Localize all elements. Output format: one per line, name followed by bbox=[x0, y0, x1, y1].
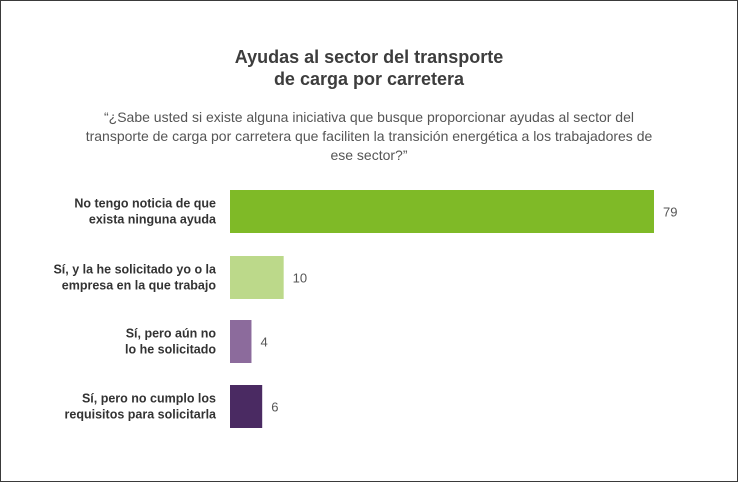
chart-title-line-1: Ayudas al sector del transporte bbox=[234, 47, 504, 67]
bar-4 bbox=[230, 385, 263, 428]
chart-title-line-2: de carga por carretera bbox=[273, 69, 465, 89]
category-label-3-line-1: Sí, pero aún no bbox=[126, 327, 217, 341]
category-label-1-line-2: exista ninguna ayuda bbox=[89, 213, 217, 227]
bar-1 bbox=[230, 190, 654, 233]
category-label-4: Sí, pero no cumplo los requisitos para so… bbox=[65, 392, 217, 422]
bar-value-label-1: 79 bbox=[663, 205, 677, 220]
bar-value-label-4: 6 bbox=[271, 400, 278, 415]
chart-subtitle: “¿Sabe usted si existe alguna iniciativa… bbox=[85, 109, 653, 163]
category-label-1: No tengo noticia de que exista ninguna ay… bbox=[74, 197, 217, 227]
category-label-2-line-2: empresa en la que trabajo bbox=[62, 279, 217, 293]
category-label-3-line-2: lo he solicitado bbox=[125, 343, 216, 357]
bar-3 bbox=[230, 320, 252, 363]
bar-value-label-2: 10 bbox=[293, 271, 307, 286]
bar-value-label-3: 4 bbox=[260, 335, 267, 350]
category-label-4-line-2: requisitos para solicitarla bbox=[65, 408, 217, 422]
category-label-4-line-1: Sí, pero no cumplo los bbox=[82, 392, 216, 406]
bar-2 bbox=[230, 256, 284, 299]
category-label-1-line-1: No tengo noticia de que bbox=[74, 197, 216, 211]
category-label-2: Sí, y la he solicitado yo o la empresa en… bbox=[53, 263, 217, 293]
chart-title: Ayudas al sector del transporte de carga… bbox=[0, 46, 738, 90]
category-label-3: Sí, pero aún no lo he solicitado bbox=[125, 327, 216, 357]
category-label-2-line-1: Sí, y la he solicitado yo o la bbox=[53, 263, 217, 277]
